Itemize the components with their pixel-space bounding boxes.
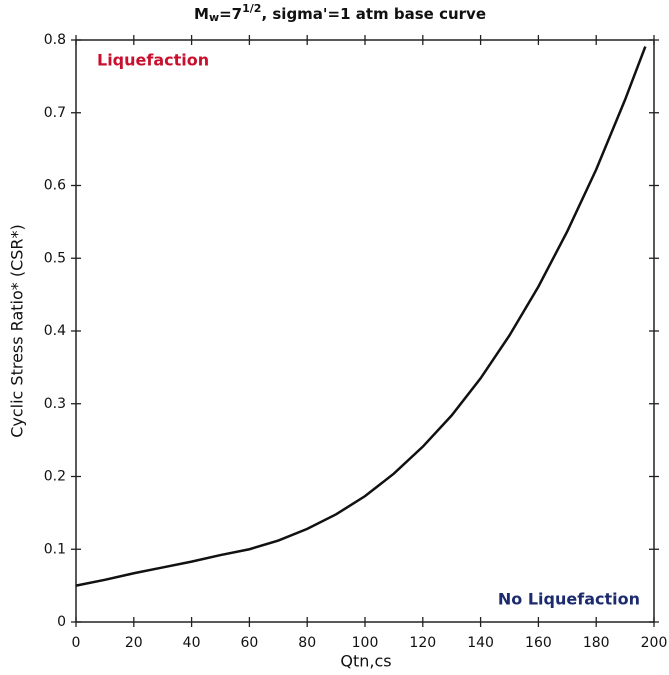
- title-part: 1/2: [242, 2, 261, 15]
- x-tick-label: 60: [240, 635, 258, 651]
- y-tick-label: 0: [57, 614, 66, 630]
- y-tick-label: 0.3: [44, 396, 66, 412]
- title-part: w: [209, 11, 219, 24]
- x-tick-label: 40: [183, 635, 201, 651]
- y-tick-label: 0.7: [44, 105, 66, 121]
- y-tick-label: 0.8: [44, 32, 66, 48]
- y-tick-label: 0.1: [44, 541, 66, 557]
- y-tick-label: 0.6: [44, 178, 66, 194]
- chart-title: Mw=71/2, sigma'=1 atm base curve: [194, 2, 486, 24]
- x-tick-label: 100: [352, 635, 379, 651]
- title-part: =7: [219, 5, 242, 23]
- annotation: Liquefaction: [97, 51, 209, 70]
- title-part: , sigma'=1 atm base curve: [261, 5, 486, 23]
- x-tick-label: 20: [125, 635, 143, 651]
- x-tick-label: 140: [467, 635, 494, 651]
- x-tick-label: 200: [641, 635, 668, 651]
- x-tick-label: 160: [525, 635, 552, 651]
- x-tick-label: 120: [409, 635, 436, 651]
- y-tick-label: 0.5: [44, 250, 66, 266]
- y-tick-label: 0.4: [44, 323, 66, 339]
- x-tick-label: 80: [298, 635, 316, 651]
- y-axis-label: Cyclic Stress Ratio* (CSR*): [8, 224, 27, 438]
- line-series: [75, 46, 647, 587]
- y-tick-label: 0.2: [44, 469, 66, 485]
- x-tick-label: 180: [583, 635, 610, 651]
- x-axis-label: Qtn,cs: [340, 652, 391, 671]
- annotation: No Liquefaction: [498, 590, 640, 609]
- title-part: M: [194, 5, 209, 23]
- x-tick-label: 0: [72, 635, 81, 651]
- plot-frame: [75, 39, 655, 623]
